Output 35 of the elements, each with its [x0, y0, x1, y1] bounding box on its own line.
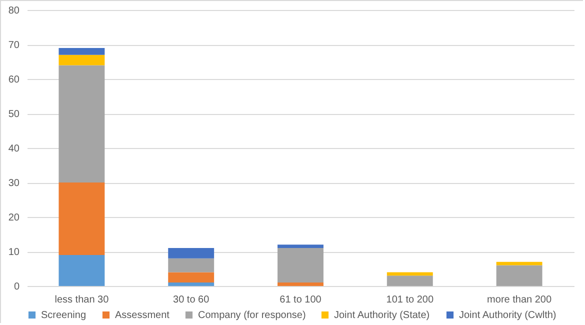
y-tick-label: 10: [8, 247, 20, 258]
bar: [278, 248, 324, 283]
x-tick-label: 61 to 100: [280, 294, 322, 306]
x-tick-label: 101 to 200: [386, 294, 434, 306]
bar: [496, 265, 542, 286]
x-tick-label: more than 200: [487, 294, 552, 306]
x-tick-label: 30 to 60: [173, 294, 210, 306]
bar: [58, 65, 105, 182]
bar: [168, 282, 214, 286]
bar: [58, 182, 105, 255]
y-tick-label: 70: [8, 40, 20, 51]
bar: [58, 48, 105, 55]
y-tick-label: 30: [8, 178, 20, 189]
bar: [278, 282, 324, 286]
legend-label: Joint Authority (State): [334, 310, 430, 321]
legend-label: Company (for response): [198, 310, 306, 321]
bar: [386, 272, 433, 276]
y-tick-label: 40: [8, 144, 20, 154]
y-tick-label: 20: [8, 212, 20, 224]
bar: [496, 262, 542, 266]
bar: [386, 276, 433, 286]
bar: [168, 258, 214, 272]
bar: [168, 248, 214, 258]
x-tick-label: less than 30: [54, 294, 110, 306]
bar: [168, 272, 214, 283]
bar: [58, 254, 105, 286]
bar: [278, 244, 324, 248]
y-tick-label: 60: [8, 74, 20, 86]
legend-label: Assessment: [115, 310, 170, 321]
y-tick-label: 0: [14, 282, 20, 292]
y-tick-label: 50: [8, 109, 20, 120]
legend-label: Screening: [41, 310, 86, 321]
y-tick-label: 80: [8, 6, 20, 16]
bar: [58, 54, 105, 66]
legend-label: Joint Authority (Cwlth): [459, 310, 556, 321]
